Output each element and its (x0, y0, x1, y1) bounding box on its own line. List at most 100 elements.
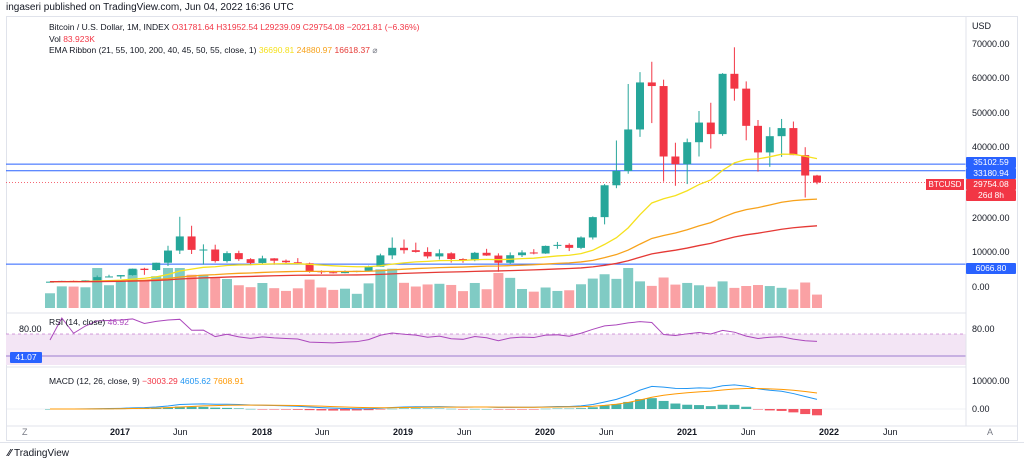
macd-histogram-bar (222, 407, 232, 409)
macd-histogram-bar (304, 409, 315, 411)
candle-body (671, 156, 680, 165)
macd-histogram-bar (552, 408, 563, 410)
chart-frame[interactable] (6, 16, 1018, 441)
candle-body (270, 258, 279, 261)
candle-body (246, 259, 255, 263)
volume-bar (517, 288, 527, 308)
macd-histogram-bar (434, 408, 445, 410)
volume-bar (764, 286, 775, 308)
candle-body (93, 277, 102, 281)
volume-bar (245, 287, 256, 308)
rsi-current-tag: 41.07 (10, 352, 42, 363)
rsi-value: 46.92 (107, 317, 129, 327)
volume-bar (139, 280, 150, 308)
rsi-legend[interactable]: RSI (14, close) 46.92 (49, 317, 129, 327)
ohlc-values: O31781.64 H31952.54 L29239.09 C29754.08 … (171, 22, 420, 32)
macd-histogram-bar (694, 405, 704, 409)
auto-scale-button[interactable]: A (987, 427, 994, 437)
signal-value: 7608.91 (213, 376, 244, 386)
candle-body (777, 128, 786, 137)
time-tick: Jun (883, 427, 898, 437)
macd-histogram-bar (564, 408, 575, 410)
rsi-tick: 80.00 (972, 324, 995, 334)
volume-bar (694, 285, 704, 308)
macd-histogram-bar (245, 408, 256, 410)
macd-histogram-bar (269, 409, 280, 410)
price-tick: 70000.00 (972, 39, 1010, 49)
volume-bar (776, 287, 787, 308)
macd-histogram-bar (328, 409, 339, 411)
volume-bar (587, 278, 598, 308)
volume-bar (658, 277, 669, 308)
volume-bar (328, 289, 339, 308)
volume-bar (198, 274, 209, 308)
ema-value-1: 36690.81 (258, 45, 295, 55)
candle-body (683, 142, 692, 165)
volume-legend[interactable]: Vol 83.923K (49, 34, 95, 44)
candle-body (423, 251, 432, 257)
tradingview-logo-icon[interactable]: ⁄⁄ (8, 448, 12, 459)
volume-bar (210, 277, 221, 308)
macd-histogram-bar (45, 409, 55, 410)
time-tick-year: 2021 (677, 427, 698, 437)
volume-bar (269, 288, 280, 308)
level-tag-2[interactable]: 33180.94 (966, 168, 1016, 179)
rsi-tick-left: 80.00 (19, 324, 42, 334)
candle-body (175, 236, 184, 251)
volume-bar (469, 282, 480, 308)
footer: ⁄⁄ TradingView (0, 442, 1024, 465)
level-tag-3[interactable]: 6066.80 (966, 263, 1016, 274)
volume-bar (717, 281, 728, 308)
candle-body (482, 252, 491, 256)
macd-histogram-bar (670, 403, 681, 409)
volume-bar (540, 287, 551, 308)
volume-bar (56, 286, 67, 308)
ema-legend[interactable]: EMA Ribbon (21, 55, 100, 200, 40, 45, 50… (49, 45, 377, 56)
candle-body (128, 268, 137, 276)
candle-body (282, 260, 290, 263)
volume-bar (410, 286, 421, 308)
volume-bar (705, 286, 716, 308)
ema-label: EMA Ribbon (21, 55, 100, 200, 40, 45, 50… (49, 45, 257, 55)
last-price-tag: 29754.08 (966, 179, 1016, 190)
volume-bar (80, 287, 91, 308)
candle-body (341, 271, 349, 274)
candle-body (152, 262, 161, 271)
volume-bar (45, 293, 55, 308)
macd-histogram-bar (481, 408, 492, 410)
volume-bar (458, 291, 468, 308)
volume-bar (646, 285, 657, 308)
candle-body (234, 253, 243, 260)
candle-body (612, 170, 621, 186)
auto-scale-button-left[interactable]: Z (22, 427, 28, 437)
candle-body (553, 244, 562, 246)
level-tag-1[interactable]: 35102.59 (966, 157, 1016, 168)
macd-histogram-bar (764, 409, 775, 411)
price-tick: 60000.00 (972, 73, 1010, 83)
volume-bar (741, 286, 752, 308)
settings-icon[interactable]: ⌀ (372, 45, 378, 55)
volume-bar (528, 291, 539, 308)
candle-body (636, 82, 644, 130)
price-tick: 40000.00 (972, 142, 1010, 152)
macd-histogram-bar (410, 408, 421, 409)
volume-bar (186, 274, 197, 308)
macd-histogram-bar (658, 400, 669, 409)
footer-brand[interactable]: TradingView (13, 448, 69, 459)
bar-countdown-tag: 26d 8h (966, 190, 1016, 201)
volume-bar (233, 285, 244, 308)
candle-body (376, 255, 385, 267)
candle-body (718, 73, 727, 135)
macd-histogram-bar (812, 409, 822, 416)
macd-histogram-bar (741, 406, 752, 409)
symbol-legend[interactable]: Bitcoin / U.S. Dollar, 1M, INDEX O31781.… (49, 22, 419, 32)
macd-histogram-bar (776, 409, 787, 411)
volume-bar (316, 287, 327, 308)
volume-bar (281, 290, 291, 308)
candle-body (223, 253, 231, 262)
ema-line-100 (49, 225, 818, 283)
volume-bar (682, 282, 693, 308)
macd-legend[interactable]: MACD (12, 26, close, 9) −3003.29 4605.62… (49, 376, 244, 386)
candle-body (789, 128, 798, 156)
